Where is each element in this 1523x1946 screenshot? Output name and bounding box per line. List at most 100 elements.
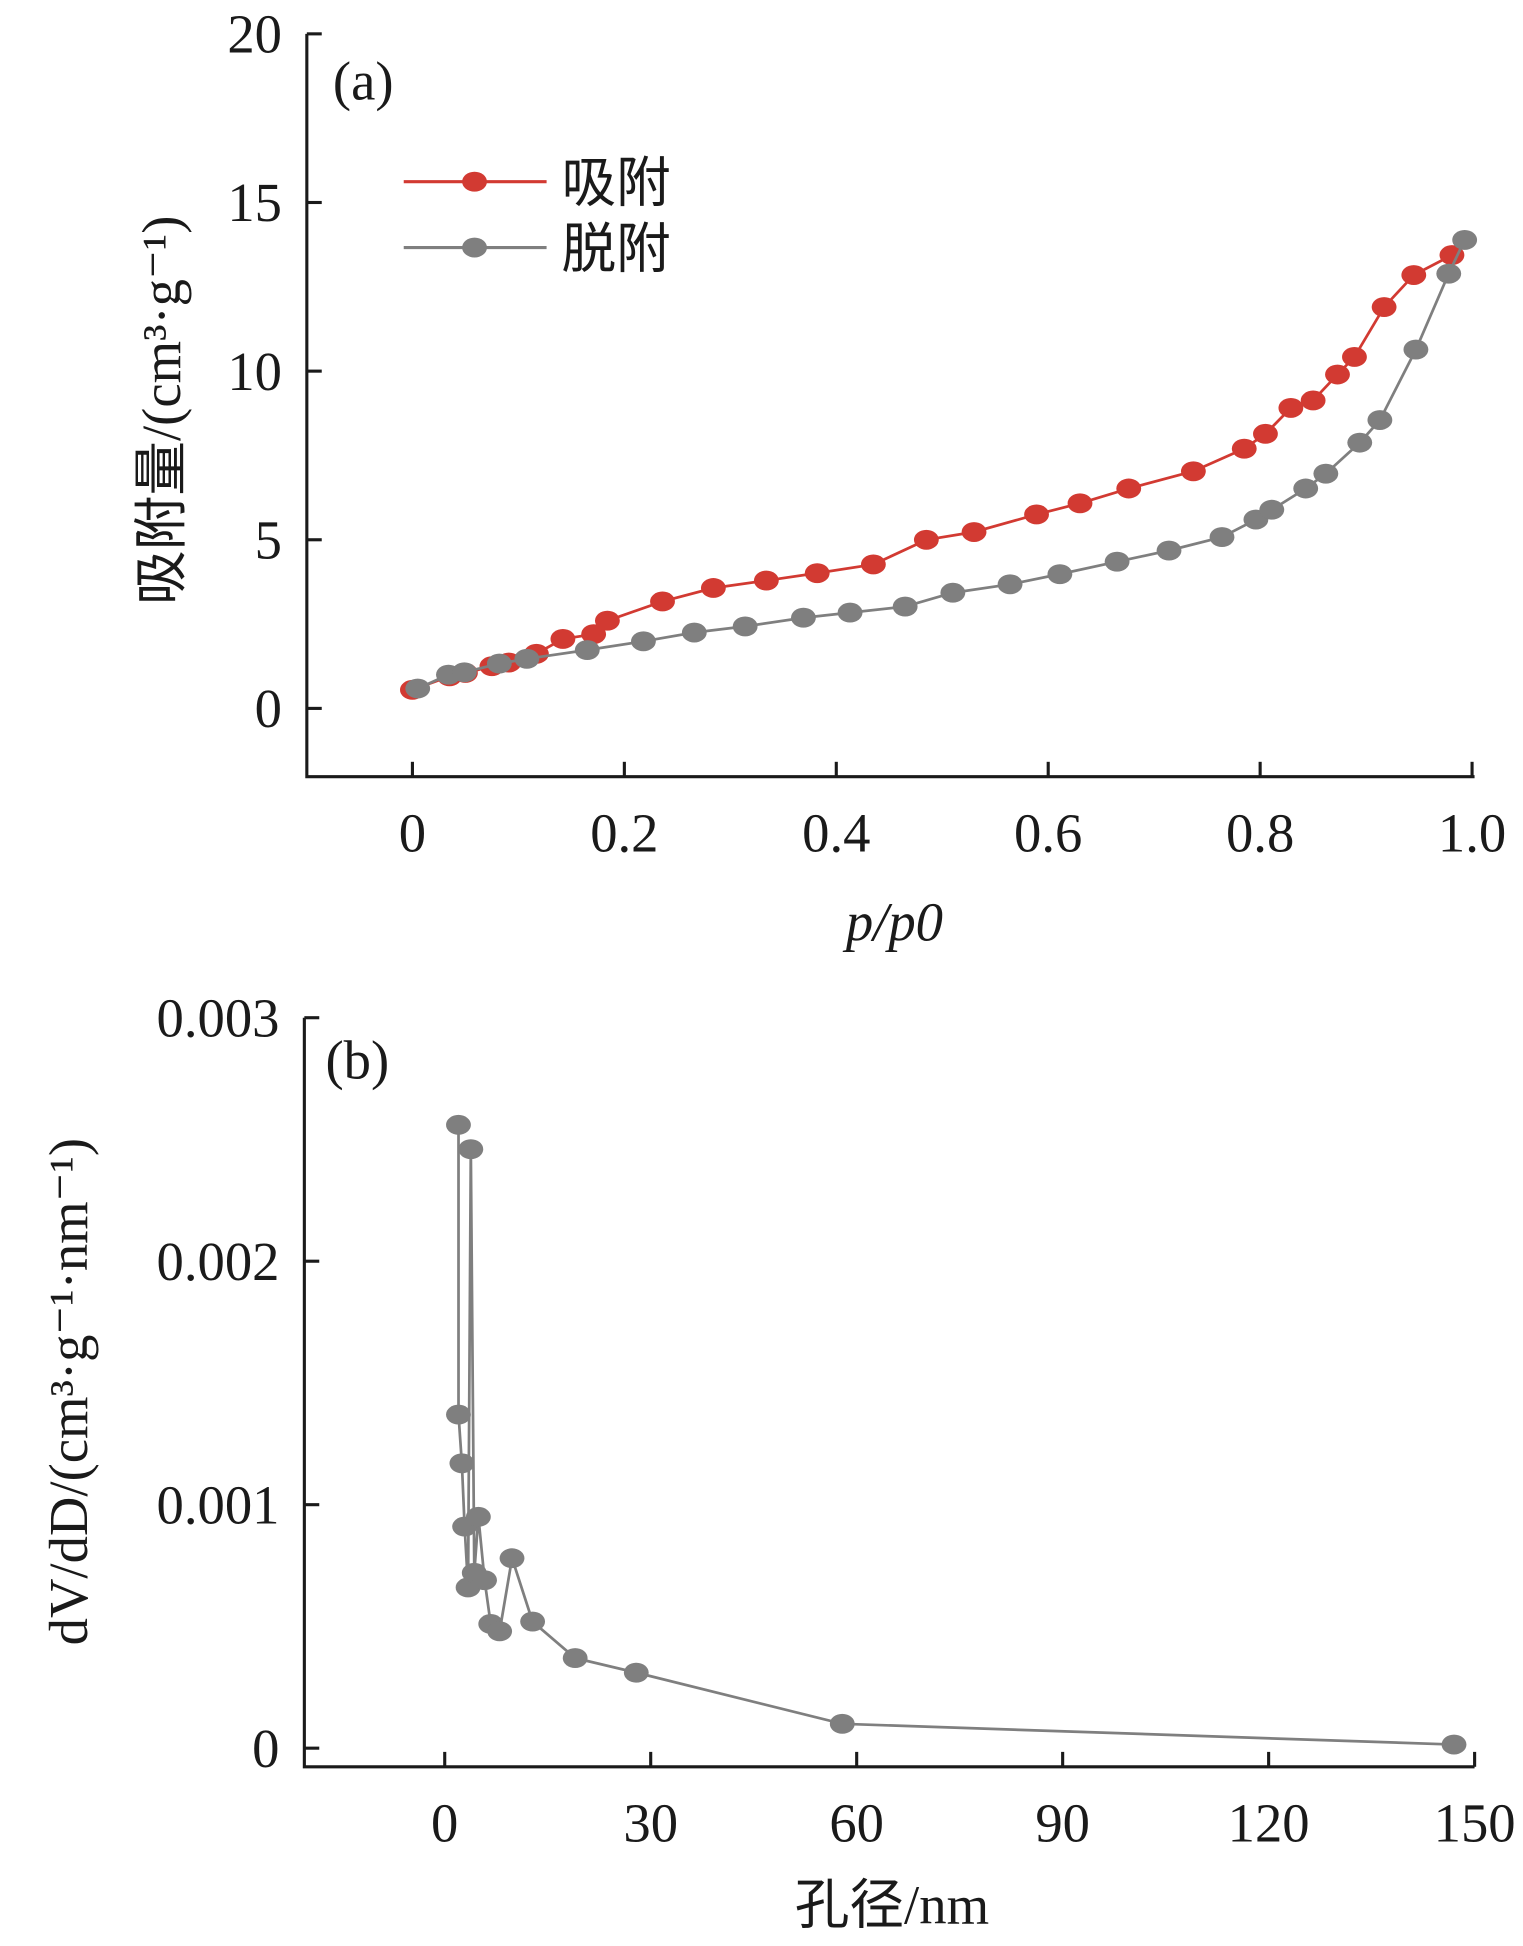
- data-point-series-1: [514, 648, 540, 669]
- data-point-series-0: [1180, 461, 1206, 482]
- data-point-series-0: [446, 1114, 471, 1135]
- x-tick-label: 1.0: [1438, 802, 1506, 863]
- data-point-series-0: [499, 1548, 525, 1569]
- data-point-series-0: [1401, 265, 1427, 285]
- x-tick-label: 90: [1035, 1792, 1090, 1853]
- data-point-series-0: [1325, 364, 1350, 385]
- data-point-series-1: [892, 596, 918, 617]
- x-tick-label: 0.6: [1014, 802, 1082, 863]
- data-point-series-1: [1367, 410, 1393, 430]
- panel-label-b: (b): [325, 1030, 389, 1091]
- data-point-series-0: [465, 1506, 491, 1527]
- data-point-series-1: [1047, 564, 1073, 585]
- data-point-series-0: [1342, 347, 1367, 367]
- data-point-series-1: [451, 662, 477, 683]
- data-point-series-0: [581, 624, 607, 645]
- data-point-series-0: [804, 563, 830, 584]
- data-point-series-1: [732, 616, 758, 637]
- legend-marker-adsorption: [462, 171, 487, 192]
- data-point-series-0: [1439, 245, 1465, 266]
- data-point-series-0: [1067, 493, 1093, 514]
- data-point-series-0: [562, 1648, 588, 1669]
- data-point-series-1: [681, 622, 707, 643]
- panel-a: 0 0.2 0.4 0.6 0.8 1.0 0 5 10 15 20 (a) p/p0 吸附量/(c…: [131, 3, 1506, 952]
- data-point-series-1: [940, 582, 966, 603]
- y-tick-label: 20: [227, 3, 282, 64]
- data-point-series-0: [1300, 390, 1326, 411]
- data-point-series-1: [1436, 263, 1462, 284]
- data-point-series-0: [753, 570, 779, 591]
- data-point-series-1: [791, 607, 816, 628]
- x-axis-label-a: p/p0: [842, 892, 943, 953]
- x-tick-label: 0.2: [590, 802, 658, 863]
- y-tick-label: 10: [227, 341, 282, 402]
- x-tick-label: 0: [431, 1792, 458, 1853]
- axis-frame-b: [302, 1017, 1475, 1769]
- data-point-series-0: [650, 591, 675, 612]
- y-axis-label-a: 吸附量/(cm³·g⁻¹): [131, 216, 192, 605]
- x-tick-label: 0: [399, 802, 426, 863]
- data-point-series-1: [631, 631, 656, 652]
- data-point-series-0: [1441, 1734, 1467, 1755]
- data-point-series-0: [1278, 397, 1304, 418]
- x-tick-label: 60: [829, 1792, 884, 1853]
- data-point-series-1: [1313, 463, 1339, 484]
- y-tick-label: 5: [255, 509, 282, 570]
- data-point-series-0: [700, 578, 726, 598]
- data-point-series-1: [837, 602, 863, 623]
- series-line-0: [457, 1124, 1455, 1746]
- data-point-series-1: [486, 653, 512, 674]
- data-point-series-0: [1371, 297, 1397, 317]
- data-point-series-0: [913, 529, 939, 550]
- data-point-series-0: [550, 628, 576, 649]
- data-point-series-0: [623, 1662, 649, 1683]
- data-point-series-0: [829, 1713, 855, 1734]
- data-point-series-0: [1253, 423, 1278, 444]
- data-point-series-0: [487, 1621, 513, 1642]
- y-tick-label: 0: [252, 1718, 279, 1779]
- x-tick-label: 150: [1434, 1792, 1516, 1853]
- y-axis-label-b: dV/dD/(cm³·g⁻¹·nm⁻¹): [38, 1138, 99, 1645]
- data-point-series-0: [961, 522, 987, 542]
- axis-frame-a: [305, 33, 1475, 779]
- y-tick-label: 15: [227, 172, 282, 233]
- series-line-0: [411, 253, 1453, 692]
- data-point-series-0: [472, 1570, 497, 1591]
- data-point-series-1: [1259, 499, 1285, 520]
- legend-label-adsorption: 吸附: [561, 153, 670, 214]
- legend: 吸附 脱附: [403, 153, 671, 279]
- x-axis-label-b: 孔径/nm: [795, 1874, 989, 1935]
- x-tick-label: 0.4: [802, 802, 870, 863]
- data-point-series-1: [1156, 540, 1182, 561]
- data-point-series-1: [1209, 527, 1235, 548]
- panel-label-a: (a): [333, 51, 394, 112]
- data-point-series-0: [446, 1404, 471, 1425]
- data-point-series-0: [594, 610, 620, 631]
- series-line-1: [417, 239, 1466, 690]
- legend-label-desorption: 脱附: [561, 218, 670, 279]
- x-tick-label: 120: [1228, 1792, 1310, 1853]
- data-point-series-0: [520, 1611, 546, 1632]
- y-tick-label: 0.003: [157, 987, 280, 1048]
- y-tick-label: 0: [255, 678, 282, 739]
- data-point-series-1: [1293, 478, 1319, 499]
- x-tick-label: 30: [623, 1792, 678, 1853]
- data-point-series-1: [997, 574, 1023, 595]
- y-tick-label: 0.002: [157, 1231, 280, 1292]
- x-tick-label: 0.8: [1226, 802, 1294, 863]
- data-point-series-0: [458, 1139, 484, 1160]
- data-point-series-0: [1024, 504, 1049, 525]
- data-point-series-1: [1104, 551, 1130, 572]
- data-point-series-1: [1347, 432, 1373, 453]
- data-point-series-0: [1231, 438, 1257, 459]
- data-point-series-0: [1116, 478, 1142, 499]
- data-point-series-1: [1452, 229, 1478, 250]
- data-point-series-1: [574, 640, 600, 660]
- data-point-series-1: [1403, 339, 1429, 360]
- data-point-series-1: [405, 678, 431, 699]
- legend-marker-desorption: [462, 237, 487, 258]
- data-point-series-0: [860, 554, 886, 575]
- data-point-series-0: [449, 1453, 475, 1474]
